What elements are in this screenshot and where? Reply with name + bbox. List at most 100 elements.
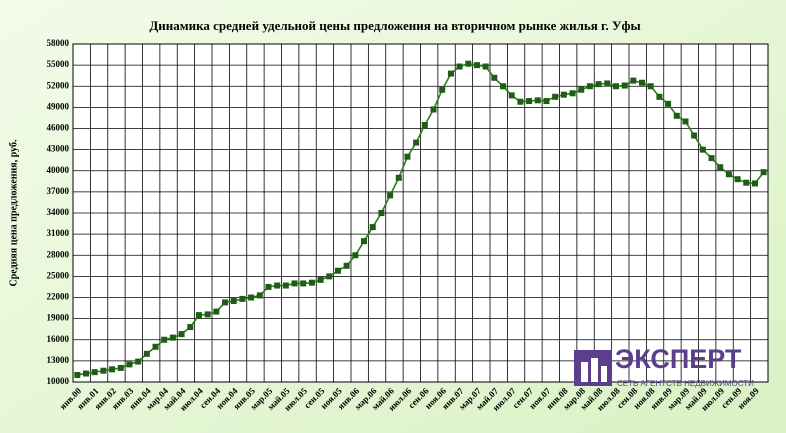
y-tick-label: 55000 <box>47 59 70 69</box>
y-tick-label: 19000 <box>47 313 70 323</box>
point <box>612 83 619 90</box>
logo-icon-part <box>581 362 588 382</box>
point <box>308 279 315 286</box>
y-tick-label: 31000 <box>47 228 70 238</box>
point <box>83 370 90 377</box>
point <box>647 83 654 90</box>
point <box>256 292 263 299</box>
point <box>135 358 142 365</box>
point <box>639 79 646 86</box>
point <box>326 273 333 280</box>
point <box>152 343 159 350</box>
point <box>569 90 576 97</box>
point <box>213 308 220 315</box>
point <box>534 97 541 104</box>
y-tick-label: 40000 <box>47 165 70 175</box>
point <box>552 93 559 100</box>
point <box>404 153 411 160</box>
point <box>526 98 533 105</box>
point <box>195 312 202 319</box>
point <box>473 62 480 69</box>
point <box>743 179 750 186</box>
point <box>491 74 498 81</box>
point <box>343 262 350 269</box>
point <box>439 86 446 93</box>
point <box>500 83 507 90</box>
point <box>274 282 281 289</box>
y-tick-label: 25000 <box>47 270 70 280</box>
point <box>291 280 298 287</box>
y-tick-label: 58000 <box>47 38 70 48</box>
point <box>578 86 585 93</box>
point <box>751 180 758 187</box>
point <box>465 60 472 67</box>
point <box>508 92 515 99</box>
y-tick-label: 28000 <box>47 249 70 259</box>
point <box>230 298 237 305</box>
point <box>447 70 454 77</box>
point <box>239 295 246 302</box>
point <box>656 93 663 100</box>
point <box>282 282 289 289</box>
point <box>621 82 628 89</box>
point <box>421 121 428 128</box>
point <box>517 98 524 105</box>
point <box>334 267 341 274</box>
logo: ЭКСПЕРТ СЕТЬ АГЕНТСТВ НЕДВИЖИМОСТИ <box>574 344 754 388</box>
point <box>187 324 194 331</box>
point <box>361 238 368 245</box>
y-axis-label: Средняя цена предложения, руб. <box>8 139 19 287</box>
point <box>161 336 168 343</box>
logo-icon-part <box>591 358 598 382</box>
point <box>673 112 680 119</box>
y-tick-label: 52000 <box>47 80 70 90</box>
point <box>387 192 394 199</box>
point <box>630 77 637 84</box>
point <box>717 164 724 171</box>
y-tick-label: 13000 <box>47 355 70 365</box>
point <box>248 294 255 301</box>
y-tick-label: 37000 <box>47 186 70 196</box>
point <box>734 176 741 183</box>
point <box>604 80 611 87</box>
point <box>691 132 698 139</box>
y-tick-label: 16000 <box>47 334 70 344</box>
y-tick-label: 49000 <box>47 101 70 111</box>
point <box>74 371 81 378</box>
point <box>395 174 402 181</box>
point <box>300 280 307 287</box>
y-tick-label: 10000 <box>47 376 70 386</box>
point <box>352 252 359 259</box>
point <box>725 171 732 178</box>
point <box>708 155 715 162</box>
point <box>117 364 124 371</box>
point <box>109 366 116 373</box>
point <box>413 139 420 146</box>
point <box>369 224 376 231</box>
point <box>204 311 211 318</box>
point <box>682 118 689 125</box>
point <box>126 361 133 368</box>
chart-title: Динамика средней удельной цены предложен… <box>149 18 640 33</box>
point <box>378 210 385 216</box>
point <box>586 83 593 90</box>
logo-icon-part <box>601 366 607 382</box>
point <box>456 63 463 70</box>
point <box>317 276 324 283</box>
logo-name: ЭКСПЕРТ <box>615 344 742 374</box>
point <box>430 106 437 113</box>
point <box>699 146 706 153</box>
point <box>143 350 150 357</box>
point <box>100 367 107 374</box>
point <box>178 331 185 338</box>
point <box>91 369 98 376</box>
logo-tagline: СЕТЬ АГЕНТСТВ НЕДВИЖИМОСТИ <box>617 379 754 388</box>
y-tick-label: 43000 <box>47 144 70 154</box>
point <box>482 63 489 70</box>
y-tick-label: 46000 <box>47 123 70 133</box>
point <box>543 98 550 105</box>
point <box>595 81 602 88</box>
y-tick-label: 22000 <box>47 292 70 302</box>
point <box>265 283 272 290</box>
